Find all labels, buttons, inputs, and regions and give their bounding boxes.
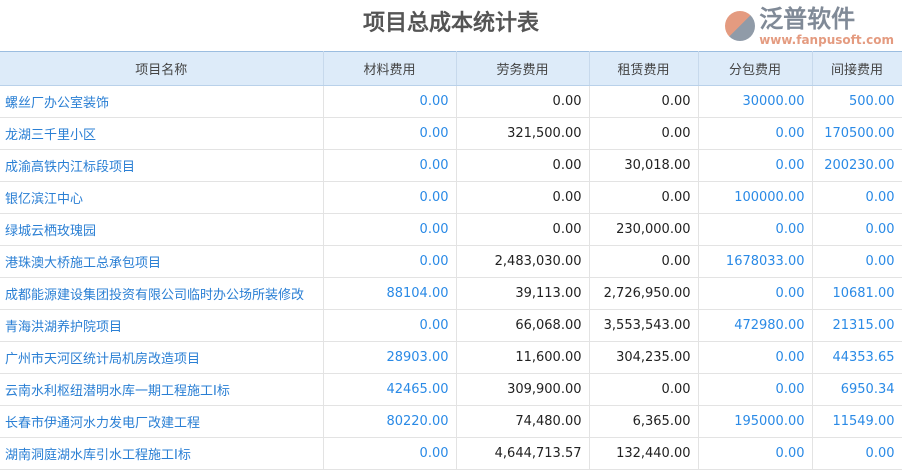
table-row: 云南水利枢纽潜明水库一期工程施工I标 42465.00 309,900.00 0.00… <box>0 373 902 406</box>
cost-cell[interactable]: 0.00 <box>323 437 457 470</box>
project-name-link[interactable]: 港珠澳大桥施工总承包项目 <box>0 245 324 278</box>
project-name-link[interactable]: 龙湖三千里小区 <box>0 117 324 150</box>
table-row: 港珠澳大桥施工总承包项目 0.00 2,483,030.00 0.00 1678033.… <box>0 245 902 278</box>
cost-cell[interactable]: 0.00 <box>323 117 457 150</box>
project-name-link[interactable]: 云南水利枢纽潜明水库一期工程施工I标 <box>0 373 324 406</box>
cost-cell: 230,000.00 <box>589 213 699 246</box>
cost-cell: 30,018.00 <box>589 149 699 182</box>
watermark-url: www.fanpusoft.com <box>759 32 894 47</box>
cost-cell[interactable]: 0.00 <box>698 277 813 310</box>
cost-cell: 0.00 <box>456 181 590 214</box>
cost-cell[interactable]: 170500.00 <box>812 117 902 150</box>
cost-cell[interactable]: 0.00 <box>698 149 813 182</box>
header-row: 项目名称 材料费用 劳务费用 租赁费用 分包费用 间接费用 <box>0 51 902 86</box>
cost-cell[interactable]: 0.00 <box>323 181 457 214</box>
project-name-link[interactable]: 螺丝厂办公室装饰 <box>0 85 324 118</box>
cost-cell: 132,440.00 <box>589 437 699 470</box>
cost-cell[interactable]: 30000.00 <box>698 85 813 118</box>
cost-cell[interactable]: 0.00 <box>698 373 813 406</box>
cost-cell[interactable]: 0.00 <box>698 213 813 246</box>
cost-cell: 2,483,030.00 <box>456 245 590 278</box>
watermark-logo: 泛普软件 www.fanpusoft.com <box>725 2 894 49</box>
cost-cell[interactable]: 11549.00 <box>812 405 902 438</box>
cost-cell[interactable]: 28903.00 <box>323 341 457 374</box>
cost-cell: 0.00 <box>589 85 699 118</box>
cost-cell: 4,644,713.57 <box>456 437 590 470</box>
cost-cell: 0.00 <box>456 85 590 118</box>
column-header[interactable]: 劳务费用 <box>456 51 590 86</box>
cost-cell: 3,553,543.00 <box>589 309 699 342</box>
column-header[interactable]: 租赁费用 <box>589 51 699 86</box>
cost-cell[interactable]: 0.00 <box>698 117 813 150</box>
watermark-name: 泛普软件 <box>759 4 856 33</box>
cost-cell[interactable]: 88104.00 <box>323 277 457 310</box>
cost-cell[interactable]: 21315.00 <box>812 309 902 342</box>
fanpu-logo-icon <box>725 10 756 41</box>
table-row: 绿城云栖玫瑰园 0.00 0.00 230,000.00 0.00 0.00 <box>0 213 902 246</box>
project-name-link[interactable]: 青海洪湖养护院项目 <box>0 309 324 342</box>
cost-cell: 74,480.00 <box>456 405 590 438</box>
cost-cell[interactable]: 0.00 <box>812 437 902 470</box>
table-row: 成渝高铁内江标段项目 0.00 0.00 30,018.00 0.00 200230.00 <box>0 149 902 182</box>
table-row: 螺丝厂办公室装饰 0.00 0.00 0.00 30000.00 500.00 <box>0 85 902 118</box>
cost-cell: 39,113.00 <box>456 277 590 310</box>
table-row: 青海洪湖养护院项目 0.00 66,068.00 3,553,543.00 472980… <box>0 309 902 342</box>
cost-cell: 321,500.00 <box>456 117 590 150</box>
table-row: 银亿滨江中心 0.00 0.00 0.00 100000.00 0.00 <box>0 181 902 214</box>
cost-cell: 309,900.00 <box>456 373 590 406</box>
cost-cell[interactable]: 0.00 <box>323 245 457 278</box>
table-row: 长春市伊通河水力发电厂改建工程 80220.00 74,480.00 6,365.00… <box>0 405 902 438</box>
project-name-link[interactable]: 绿城云栖玫瑰园 <box>0 213 324 246</box>
cost-cell[interactable]: 1678033.00 <box>698 245 813 278</box>
project-name-link[interactable]: 湖南洞庭湖水库引水工程施工I标 <box>0 437 324 470</box>
cost-cell: 0.00 <box>456 213 590 246</box>
cost-cell[interactable]: 0.00 <box>812 181 902 214</box>
cost-cell: 304,235.00 <box>589 341 699 374</box>
cost-cell: 0.00 <box>589 117 699 150</box>
table-row: 成都能源建设集团投资有限公司临时办公场所装修改 88104.00 39,113.00… <box>0 277 902 310</box>
cost-cell[interactable]: 10681.00 <box>812 277 902 310</box>
cost-cell[interactable]: 44353.65 <box>812 341 902 374</box>
page-title: 项目总成本统计表 <box>362 11 539 36</box>
cost-cell: 6,365.00 <box>589 405 699 438</box>
table-row: 湖南洞庭湖水库引水工程施工I标 0.00 4,644,713.57 132,440.0… <box>0 437 902 470</box>
project-name-link[interactable]: 成渝高铁内江标段项目 <box>0 149 324 182</box>
cost-cell: 11,600.00 <box>456 341 590 374</box>
cost-cell: 0.00 <box>456 149 590 182</box>
cost-cell[interactable]: 500.00 <box>812 85 902 118</box>
column-header[interactable]: 材料费用 <box>323 51 457 86</box>
project-name-link[interactable]: 银亿滨江中心 <box>0 181 324 214</box>
table-row: 龙湖三千里小区 0.00 321,500.00 0.00 0.00 170500.00 <box>0 117 902 150</box>
cost-cell[interactable]: 42465.00 <box>323 373 457 406</box>
cost-table: 项目名称 材料费用 劳务费用 租赁费用 分包费用 间接费用 螺丝厂办公室装饰 0.00 0.0… <box>0 51 902 470</box>
cost-cell[interactable]: 0.00 <box>698 437 813 470</box>
project-name-link[interactable]: 成都能源建设集团投资有限公司临时办公场所装修改 <box>0 277 324 310</box>
cost-cell[interactable]: 195000.00 <box>698 405 813 438</box>
cost-cell[interactable]: 0.00 <box>812 213 902 246</box>
cost-cell[interactable]: 0.00 <box>323 309 457 342</box>
cost-cell[interactable]: 80220.00 <box>323 405 457 438</box>
column-header[interactable]: 间接费用 <box>812 51 902 86</box>
cost-cell[interactable]: 0.00 <box>323 85 457 118</box>
cost-cell[interactable]: 0.00 <box>323 149 457 182</box>
column-header[interactable]: 分包费用 <box>698 51 813 86</box>
cost-cell[interactable]: 6950.34 <box>812 373 902 406</box>
cost-cell[interactable]: 0.00 <box>323 213 457 246</box>
cost-cell[interactable]: 472980.00 <box>698 309 813 342</box>
cost-cell[interactable]: 0.00 <box>812 245 902 278</box>
cost-cell[interactable]: 0.00 <box>698 341 813 374</box>
cost-cell: 0.00 <box>589 245 699 278</box>
cost-cell: 2,726,950.00 <box>589 277 699 310</box>
cost-cell[interactable]: 100000.00 <box>698 181 813 214</box>
project-name-link[interactable]: 长春市伊通河水力发电厂改建工程 <box>0 405 324 438</box>
column-header[interactable]: 项目名称 <box>0 51 324 86</box>
table-row: 广州市天河区统计局机房改造项目 28903.00 11,600.00 304,235.… <box>0 341 902 374</box>
cost-cell: 66,068.00 <box>456 309 590 342</box>
cost-cell[interactable]: 200230.00 <box>812 149 902 182</box>
project-name-link[interactable]: 广州市天河区统计局机房改造项目 <box>0 341 324 374</box>
cost-cell: 0.00 <box>589 373 699 406</box>
cost-cell: 0.00 <box>589 181 699 214</box>
